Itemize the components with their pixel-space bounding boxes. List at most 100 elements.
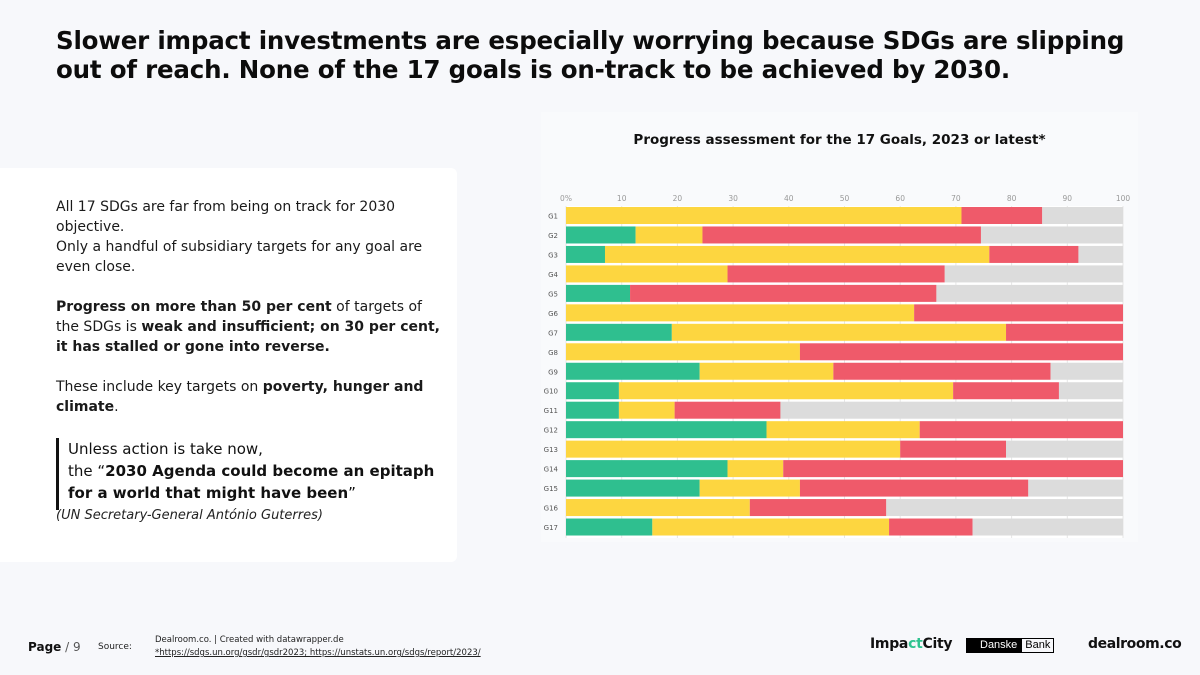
bar-segment: [566, 265, 728, 283]
bar-segment: [566, 401, 619, 419]
bar-segment: [702, 226, 981, 244]
bar-segment: [566, 245, 605, 263]
x-tick-label: 20: [673, 194, 683, 203]
bar-segment: [989, 245, 1079, 263]
impactcity-logo-accent: ct: [908, 636, 923, 652]
bar-segment: [699, 362, 834, 380]
page-total: / 9: [61, 640, 81, 654]
category-label: G12: [544, 427, 558, 435]
summary-text-3: .: [114, 399, 119, 415]
bar-segment: [618, 382, 954, 400]
category-label: G16: [544, 505, 559, 513]
bar-segment: [618, 401, 675, 419]
page-number: Page / 9: [28, 640, 81, 654]
page-headline: Slower impact investments are especially…: [56, 26, 1125, 84]
category-label: G17: [544, 524, 558, 532]
bar-segment: [1058, 382, 1123, 400]
bar-segment: [1028, 479, 1123, 497]
category-label: G3: [548, 251, 558, 259]
bar-segment: [953, 382, 1059, 400]
bar-segment: [566, 440, 901, 458]
source-links[interactable]: *https://sdgs.un.org/gsdr/gsdr2023; http…: [155, 648, 481, 658]
category-label: G6: [548, 310, 558, 318]
bar-segment: [566, 284, 631, 302]
x-tick-label: 0%: [560, 194, 572, 203]
bar-segment: [749, 499, 887, 517]
page-label: Page: [28, 640, 62, 654]
bar-segment: [566, 421, 767, 439]
category-label: G13: [544, 446, 558, 454]
bar-segment: [889, 518, 973, 536]
bar-segment: [833, 362, 1051, 380]
bar-segment: [635, 226, 703, 244]
summary-paragraph-3: These include key targets on poverty, hu…: [56, 377, 441, 417]
bar-segment: [972, 518, 1123, 536]
quote-bold: 2030 Agenda could become an epitaph for …: [68, 462, 435, 502]
bar-segment: [799, 479, 1029, 497]
bar-segment: [1050, 362, 1123, 380]
bar-segment: [1006, 440, 1123, 458]
quote-line-2: the “2030 Agenda could become an epitaph…: [68, 460, 440, 504]
summary-bold-2: weak and insufficient; on 30 per cent, i…: [56, 319, 440, 355]
category-label: G10: [544, 388, 558, 396]
bar-segment: [727, 265, 945, 283]
bar-segment: [727, 460, 784, 478]
source-line-1: Dealroom.co. | Created with datawrapper.…: [155, 635, 344, 645]
dealroom-logo: dealroom.co: [1088, 636, 1182, 652]
bar-segment: [566, 226, 636, 244]
sdg-progress-chart: 0% 10 20 30 40 50 60 70 80 90 100 G1 G2 G3 G4 G5 G6 G7 G8 G…: [544, 194, 1130, 538]
summary-bold-1: Progress on more than 50 per cent: [56, 299, 332, 315]
x-tick-label: 50: [840, 194, 850, 203]
bar-segment: [780, 401, 1123, 419]
category-label: G11: [544, 407, 558, 415]
x-tick-label: 100: [1116, 194, 1130, 203]
bar-segment: [886, 499, 1123, 517]
category-label: G9: [548, 368, 558, 376]
bar-segment: [900, 440, 1007, 458]
source-label: Source:: [98, 642, 132, 652]
quote-close: ”: [348, 484, 356, 502]
bar-segment: [566, 499, 750, 517]
bar-segment: [961, 207, 1043, 224]
category-label: G4: [548, 271, 558, 279]
chart-title: Progress assessment for the 17 Goals, 20…: [633, 132, 1046, 148]
x-tick-label: 10: [617, 194, 627, 203]
summary-line-1: All 17 SDGs are far from being on track …: [56, 199, 396, 235]
bar-segment: [566, 323, 672, 341]
category-label: G8: [548, 349, 558, 357]
danske-bank-logo-part-1: Danske: [966, 638, 1022, 653]
bar-segment: [566, 479, 700, 497]
bar-segment: [1042, 207, 1123, 224]
summary-paragraph-1: All 17 SDGs are far from being on track …: [56, 197, 441, 277]
summary-text-2: These include key targets on: [56, 379, 263, 395]
summary-bold-3: poverty, hunger and climate: [56, 379, 424, 415]
bar-segment: [604, 245, 990, 263]
bar-segment: [980, 226, 1123, 244]
category-label: G5: [548, 290, 558, 298]
bar-segment: [630, 284, 937, 302]
bar-segment: [919, 421, 1123, 439]
bar-segment: [566, 207, 962, 224]
bar-segment: [652, 518, 890, 536]
bar-segment: [1006, 323, 1123, 341]
x-tick-label: 30: [728, 194, 738, 203]
bar-segment: [783, 460, 1123, 478]
summary-paragraph-2: Progress on more than 50 per cent of tar…: [56, 297, 441, 357]
danske-bank-logo: Danske Bank: [966, 638, 1055, 653]
summary-text: All 17 SDGs are far from being on track …: [56, 197, 441, 437]
category-label: G15: [544, 485, 558, 493]
summary-text-1: of targets of the SDGs is: [56, 299, 422, 335]
category-label: G2: [548, 232, 558, 240]
x-tick-label: 80: [1007, 194, 1017, 203]
x-tick-label: 60: [895, 194, 905, 203]
bar-segment: [799, 343, 1123, 361]
summary-card: [0, 168, 457, 562]
bar-segment: [914, 304, 1123, 322]
category-label: G14: [544, 466, 559, 474]
x-tick-label: 70: [951, 194, 961, 203]
bar-segment: [566, 460, 728, 478]
x-tick-label: 40: [784, 194, 794, 203]
bar-segment: [566, 343, 800, 361]
danske-bank-logo-part-2: Bank: [1021, 638, 1055, 653]
bar-segment: [566, 518, 653, 536]
